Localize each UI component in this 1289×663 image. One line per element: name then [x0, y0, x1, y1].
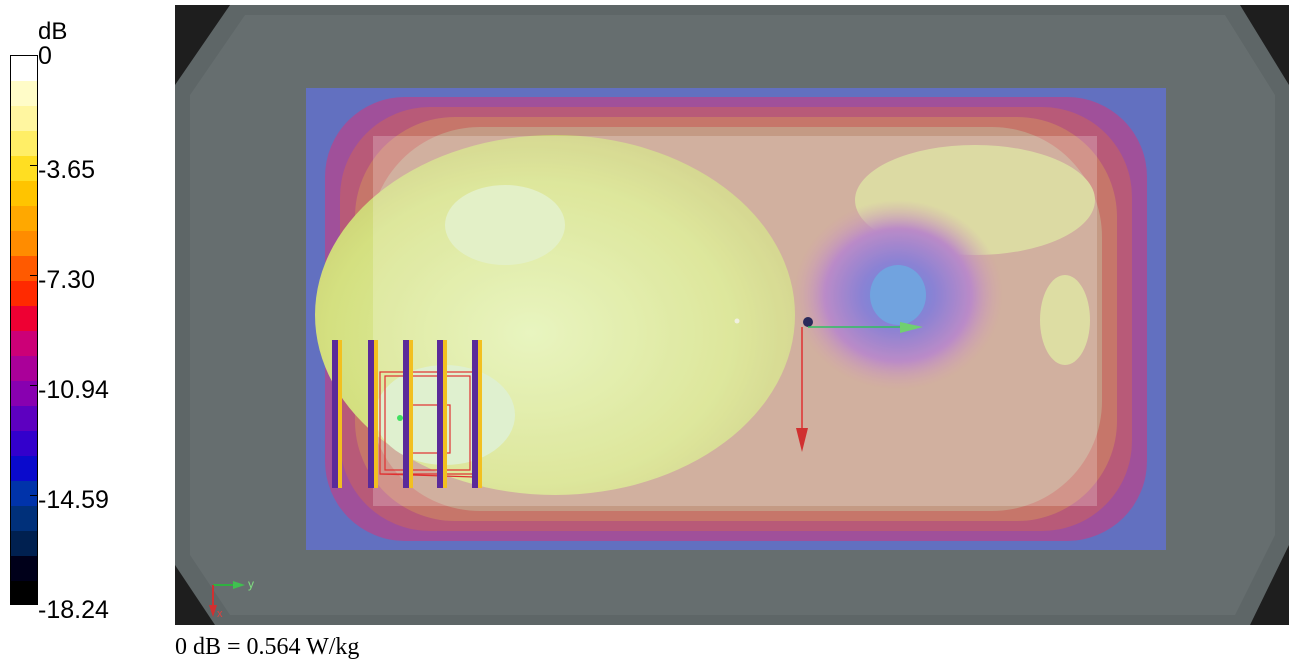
legend-color-segment	[11, 506, 37, 532]
legend-color-segment	[11, 56, 37, 82]
legend-tick-label: -18.24	[38, 596, 109, 624]
legend-color-segment	[11, 531, 37, 557]
legend-tick-mark	[30, 385, 38, 386]
legend-color-segment	[11, 306, 37, 332]
legend-color-segment	[11, 331, 37, 357]
coordinate-frame	[796, 317, 923, 452]
reference-level-caption: 0 dB = 0.564 W/kg	[175, 634, 360, 660]
legend-color-segment	[11, 156, 37, 182]
legend-tick-label: 0	[38, 42, 52, 70]
contour-yellow-region	[1040, 275, 1090, 365]
legend-tick-label: -10.94	[38, 376, 109, 404]
legend-tick-mark	[30, 165, 38, 166]
triad-x-label: x	[217, 608, 223, 620]
legend-color-segment	[11, 206, 37, 232]
legend-color-segment	[11, 356, 37, 382]
legend-color-bar	[10, 55, 38, 605]
color-legend: dB 0 -3.65 -7.30 -10.94 -14.59 -18.24	[0, 0, 175, 630]
legend-color-segment	[11, 231, 37, 257]
legend-color-segment	[11, 281, 37, 307]
sar-field-view: y x	[175, 5, 1289, 625]
legend-color-segment	[11, 481, 37, 507]
legend-color-segment	[11, 106, 37, 132]
device-feed-point	[397, 415, 403, 421]
legend-color-segment	[11, 406, 37, 432]
legend-tick-label: -3.65	[38, 156, 95, 184]
legend-color-segment	[11, 456, 37, 482]
antenna-fins	[332, 340, 482, 488]
legend-color-segment	[11, 131, 37, 157]
contour-hotspot-region	[445, 185, 565, 265]
contour-low-center	[870, 265, 926, 325]
legend-color-segment	[11, 81, 37, 107]
legend-color-segment	[11, 181, 37, 207]
orientation-triad: y x	[209, 577, 254, 620]
legend-color-segment	[11, 556, 37, 582]
legend-tick-label: -7.30	[38, 266, 95, 294]
legend-color-segment	[11, 431, 37, 457]
triad-y-label: y	[248, 577, 254, 591]
legend-tick-label: -14.59	[38, 486, 109, 514]
legend-tick-mark	[30, 495, 38, 496]
legend-color-segment	[11, 256, 37, 282]
legend-tick-mark	[30, 55, 38, 56]
scan-center-point	[734, 318, 740, 324]
legend-tick-mark	[30, 275, 38, 276]
legend-color-segment	[11, 581, 37, 604]
legend-unit-label: dB	[38, 18, 68, 45]
